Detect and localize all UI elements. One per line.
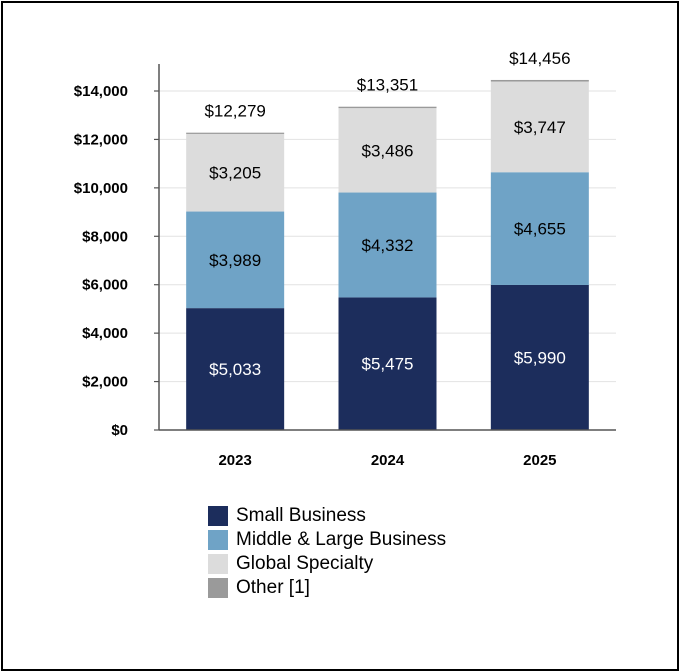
legend-swatch-small-business [208, 506, 228, 526]
segment-labels: $5,033 $3,989 $3,205 $5,475 $4,332 $3,486 $5,9… [209, 118, 566, 379]
y-tick-label: $8,000 [82, 228, 128, 245]
x-category-label: 2025 [523, 452, 556, 469]
x-category-label: 2023 [218, 452, 251, 469]
y-tick-label: $2,000 [82, 374, 128, 391]
y-tick-label: $4,000 [82, 325, 128, 342]
legend-item-middle-large-business: Middle & Large Business [208, 528, 446, 552]
legend-item-global-specialty: Global Specialty [208, 552, 446, 576]
y-tick-label: $10,000 [74, 180, 128, 197]
bar-middle-large-business-2024 [338, 192, 437, 298]
bar-middle-large-business-2023 [186, 211, 285, 309]
bar-global-specialty-2023 [186, 133, 285, 212]
bar-other-1-2023 [186, 132, 285, 134]
y-tick-label: $0 [111, 422, 128, 439]
legend-swatch-global-specialty [208, 554, 228, 574]
total-value-label: $13,351 [357, 76, 418, 95]
bar-global-specialty-2025 [490, 81, 589, 173]
segment-value-label: $3,747 [514, 118, 566, 137]
y-tick-label: $14,000 [74, 83, 128, 100]
segment-value-label: $5,990 [514, 348, 566, 367]
x-category-label: 2024 [371, 452, 405, 469]
segment-value-label: $3,486 [362, 141, 414, 160]
segment-value-label: $3,989 [209, 251, 261, 270]
bar-global-specialty-2024 [338, 108, 437, 193]
x-category-labels: 2023 2024 2025 [218, 452, 556, 469]
total-value-label: $12,279 [204, 102, 265, 121]
segment-value-label: $4,332 [362, 236, 414, 255]
segment-value-label: $3,205 [209, 164, 261, 183]
legend-label-small-business: Small Business [236, 505, 366, 526]
total-value-label: $14,456 [509, 49, 570, 68]
legend-label-other: Other [1] [236, 577, 310, 598]
segment-value-label: $5,475 [362, 355, 414, 374]
legend: Small Business Middle & Large Business G… [208, 504, 446, 600]
segment-value-label: $4,655 [514, 220, 566, 239]
y-tick-label: $6,000 [82, 277, 128, 294]
y-tick-labels: $0 $2,000 $4,000 $6,000 $8,000 $10,000 $12,000… [74, 83, 128, 439]
bar-small-business-2023 [186, 308, 285, 430]
legend-item-other: Other [1] [208, 576, 446, 600]
legend-swatch-other [208, 578, 228, 598]
bar-other-1-2024 [338, 106, 437, 109]
legend-label-middle-large-business: Middle & Large Business [236, 529, 447, 550]
bar-middle-large-business-2025 [490, 172, 589, 285]
bars [186, 79, 589, 430]
bar-small-business-2025 [490, 284, 589, 430]
legend-label-global-specialty: Global Specialty [236, 553, 374, 574]
bar-other-1-2025 [490, 79, 589, 82]
legend-item-small-business: Small Business [208, 504, 446, 528]
bar-small-business-2024 [338, 297, 437, 430]
legend-swatch-middle-large-business [208, 530, 228, 550]
y-tick-label: $12,000 [74, 131, 128, 148]
axes [158, 64, 616, 431]
total-labels: $12,279 $13,351 $14,456 [204, 49, 570, 121]
segment-value-label: $5,033 [209, 360, 261, 379]
